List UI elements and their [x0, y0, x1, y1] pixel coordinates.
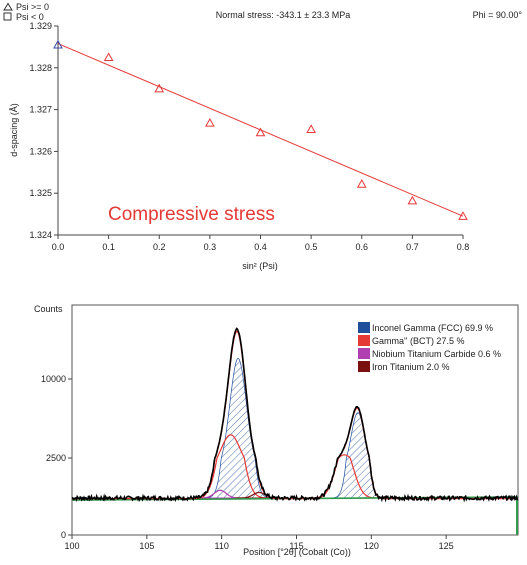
- legend-psi-lt: Psi < 0: [16, 12, 44, 22]
- top-x-tick-label: 0.1: [102, 242, 115, 252]
- bottom-x-tick-label: 110: [214, 541, 228, 551]
- data-point: [407, 195, 418, 205]
- top-y-tick-label: 1.328: [29, 63, 52, 73]
- legend-entry: Gamma'' (BCT) 27.5 %: [372, 336, 464, 346]
- top-y-axis-label: d-spacing (Å): [9, 103, 19, 157]
- bottom-y-tick-label: 2500: [46, 453, 66, 463]
- bottom-x-ticks: 100 105 110 115 120 125: [64, 535, 454, 551]
- data-point: [356, 178, 367, 188]
- top-x-tick-label: 0.7: [406, 242, 419, 252]
- bottom-y-tick-label: 0: [61, 530, 66, 540]
- bottom-x-tick-label: 120: [364, 541, 379, 551]
- legend-entry: Niobium Titanium Carbide 0.6 %: [372, 349, 501, 359]
- top-x-ticks: 0.0 0.1 0.2 0.3 0.4 0.5 0.6 0.7 0.8: [52, 235, 470, 252]
- phi-label: Phi = 90.00°: [473, 10, 523, 20]
- peak-profiles: [191, 358, 385, 499]
- phase-legend: Inconel Gamma (FCC) 69.9 % Gamma'' (BCT) …: [358, 322, 501, 372]
- top-x-tick-label: 0.6: [355, 242, 368, 252]
- peak-profile: [204, 358, 272, 499]
- bottom-y-tick-label: 10000: [41, 374, 66, 384]
- data-point: [154, 83, 165, 93]
- data-point: [255, 127, 266, 137]
- legend-swatch: [358, 322, 370, 333]
- top-x-tick-label: 0.4: [254, 242, 267, 252]
- data-point: [306, 124, 316, 133]
- bottom-x-tick-label: 115: [289, 541, 303, 551]
- legend-swatch: [358, 361, 370, 372]
- pattern-lines: [72, 327, 518, 535]
- top-x-tick-label: 0.0: [52, 242, 65, 252]
- top-x-tick-label: 0.5: [305, 242, 318, 252]
- bottom-y-ticks: 0 2500 10000: [41, 374, 72, 540]
- legend-entry: Inconel Gamma (FCC) 69.9 %: [372, 323, 493, 333]
- triangle-marker-icon: [3, 2, 13, 11]
- data-point: [53, 39, 63, 49]
- fit-line: [57, 43, 464, 217]
- observed-pattern: [72, 327, 518, 503]
- top-y-tick-label: 1.324: [29, 230, 52, 240]
- top-x-tick-label: 0.2: [153, 242, 166, 252]
- bottom-x-tick-label: 125: [439, 541, 454, 551]
- compressive-stress-annotation: Compressive stress: [108, 204, 275, 225]
- top-x-axis-label: sin² (Psi): [242, 261, 278, 271]
- data-points-group: [53, 39, 468, 220]
- peak-profile: [330, 412, 385, 499]
- bottom-x-axis-label: Position [°2θ] (Cobalt (Co)): [243, 547, 351, 557]
- counts-label: Counts: [34, 304, 63, 314]
- legend-psi-ge: Psi >= 0: [16, 2, 49, 12]
- legend-swatch: [358, 348, 370, 359]
- bottom-x-tick-label: 100: [64, 541, 79, 551]
- legend-swatch: [358, 335, 370, 346]
- data-point: [205, 117, 215, 127]
- top-y-tick-label: 1.326: [29, 146, 52, 156]
- top-y-tick-label: 1.325: [29, 188, 52, 198]
- top-y-ticks: 1.324 1.325 1.326 1.327 1.328 1.329: [29, 21, 58, 240]
- top-y-tick-label: 1.329: [29, 21, 52, 31]
- fit-line-group: [57, 43, 464, 217]
- normal-stress-title: Normal stress: -343.1 ± 23.3 MPa: [216, 10, 351, 20]
- legend-entry: Iron Titanium 2.0 %: [372, 362, 450, 372]
- bottom-x-tick-label: 105: [139, 541, 154, 551]
- top-x-tick-label: 0.8: [457, 242, 470, 252]
- top-legend: Psi >= 0 Psi < 0: [3, 2, 49, 22]
- square-marker-icon: [3, 12, 12, 21]
- top-x-tick-label: 0.3: [204, 242, 217, 252]
- bottom-plot-frame: [71, 304, 519, 536]
- data-point: [458, 211, 468, 220]
- data-point: [103, 52, 114, 62]
- top-y-tick-label: 1.327: [29, 105, 52, 115]
